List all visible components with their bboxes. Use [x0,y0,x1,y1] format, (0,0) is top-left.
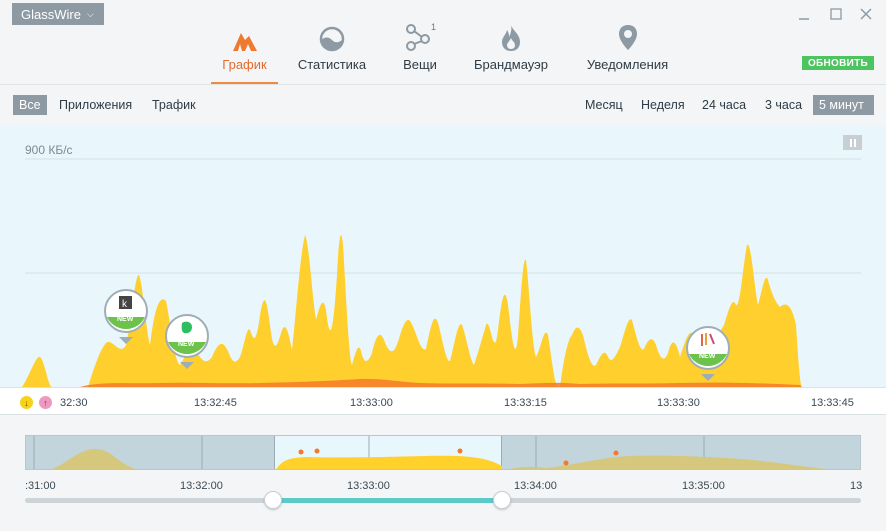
kindle-pin-label: NEW [117,316,134,323]
overview-tick: 13:32:00 [180,480,223,492]
app-pin-3[interactable]: NEW [685,326,731,382]
pause-button[interactable] [843,135,862,150]
tab-firewall-label: Брандмауэр [474,57,548,72]
update-button[interactable]: ОБНОВИТЬ [802,56,874,70]
overview-area-future [510,455,826,469]
scale-label: 900 КБ/с [25,143,73,157]
time-tick: 13:33:15 [504,397,547,409]
tab-alerts[interactable]: Уведомления [585,20,670,84]
time-tick: 13:33:45 [811,397,854,409]
download-area [0,235,886,387]
graph-icon [232,20,258,52]
download-arrow-icon[interactable]: ↓ [20,396,33,409]
traffic-graph-svg [0,158,886,387]
evernote-pin-label: NEW [178,341,195,348]
upload-area [0,378,802,387]
overview-area-window [276,455,502,469]
things-icon [405,20,435,52]
tab-graph[interactable]: График [211,20,278,84]
things-badge: 1 [431,22,437,32]
stats-icon [319,20,345,52]
range-month[interactable]: Месяц [585,98,623,112]
header-divider [0,84,886,85]
overview-tick: :31:00 [25,480,56,492]
range-slider-selection[interactable] [273,498,502,503]
evernote-app-icon [165,314,209,369]
range-slider-handle-right[interactable] [493,491,511,509]
upload-arrow-icon[interactable]: ↑ [39,396,52,409]
tab-things[interactable]: Вещи [402,20,438,84]
overview-tick: 13:35:00 [682,480,725,492]
time-tick: 13:33:00 [350,397,393,409]
evernote-app-pin[interactable]: NEW [164,314,210,370]
kindle-app-icon: k [104,289,148,344]
traffic-graph[interactable]: 900 КБ/с k NEW NEW NEW [0,125,886,387]
filter-apps[interactable]: Приложения [59,98,133,112]
tab-things-label: Вещи [403,57,437,72]
range-3h[interactable]: 3 часа [765,98,803,112]
maximize-button[interactable] [828,6,844,22]
time-tick: 13:33:30 [657,397,700,409]
range-5min[interactable]: 5 минут [813,95,874,115]
overview-area-past [52,448,136,469]
tab-firewall[interactable]: Брандмауэр [473,20,549,84]
svg-text:k: k [122,299,128,310]
minimize-button[interactable] [796,6,812,22]
range-week[interactable]: Неделя [641,98,685,112]
overview-tick: 13:33:00 [347,480,390,492]
time-tick: 13:32:45 [194,397,237,409]
kindle-app-pin[interactable]: k NEW [103,289,149,345]
tab-alerts-label: Уведомления [586,57,669,72]
tab-graph-label: График [222,57,267,72]
app-menu-button[interactable]: GlassWire ⌵ [12,3,104,25]
app-pin-3-label: NEW [699,353,716,360]
filter-all[interactable]: Все [13,95,47,115]
chevron-down-icon: ⌵ [86,8,94,19]
app-menu-label: GlassWire [21,6,81,22]
close-button[interactable] [858,6,874,22]
firewall-icon [500,20,522,52]
app-icon [686,326,730,381]
time-tick: 32:30 [60,397,88,409]
overview-tick: 13:34:00 [514,480,557,492]
time-axis: ↓ ↑ 32:30 13:32:45 13:33:00 13:33:15 13:… [0,387,886,415]
alerts-icon [617,20,639,52]
tab-statistics-label: Статистика [297,57,367,72]
range-24h[interactable]: 24 часа [702,98,747,112]
overview-graph-svg [33,436,826,469]
filter-traffic[interactable]: Трафик [152,98,196,112]
range-slider-handle-left[interactable] [264,491,282,509]
overview-tick: 13 [850,480,863,492]
overview-timeline[interactable] [25,435,861,470]
tab-statistics[interactable]: Статистика [297,20,367,84]
